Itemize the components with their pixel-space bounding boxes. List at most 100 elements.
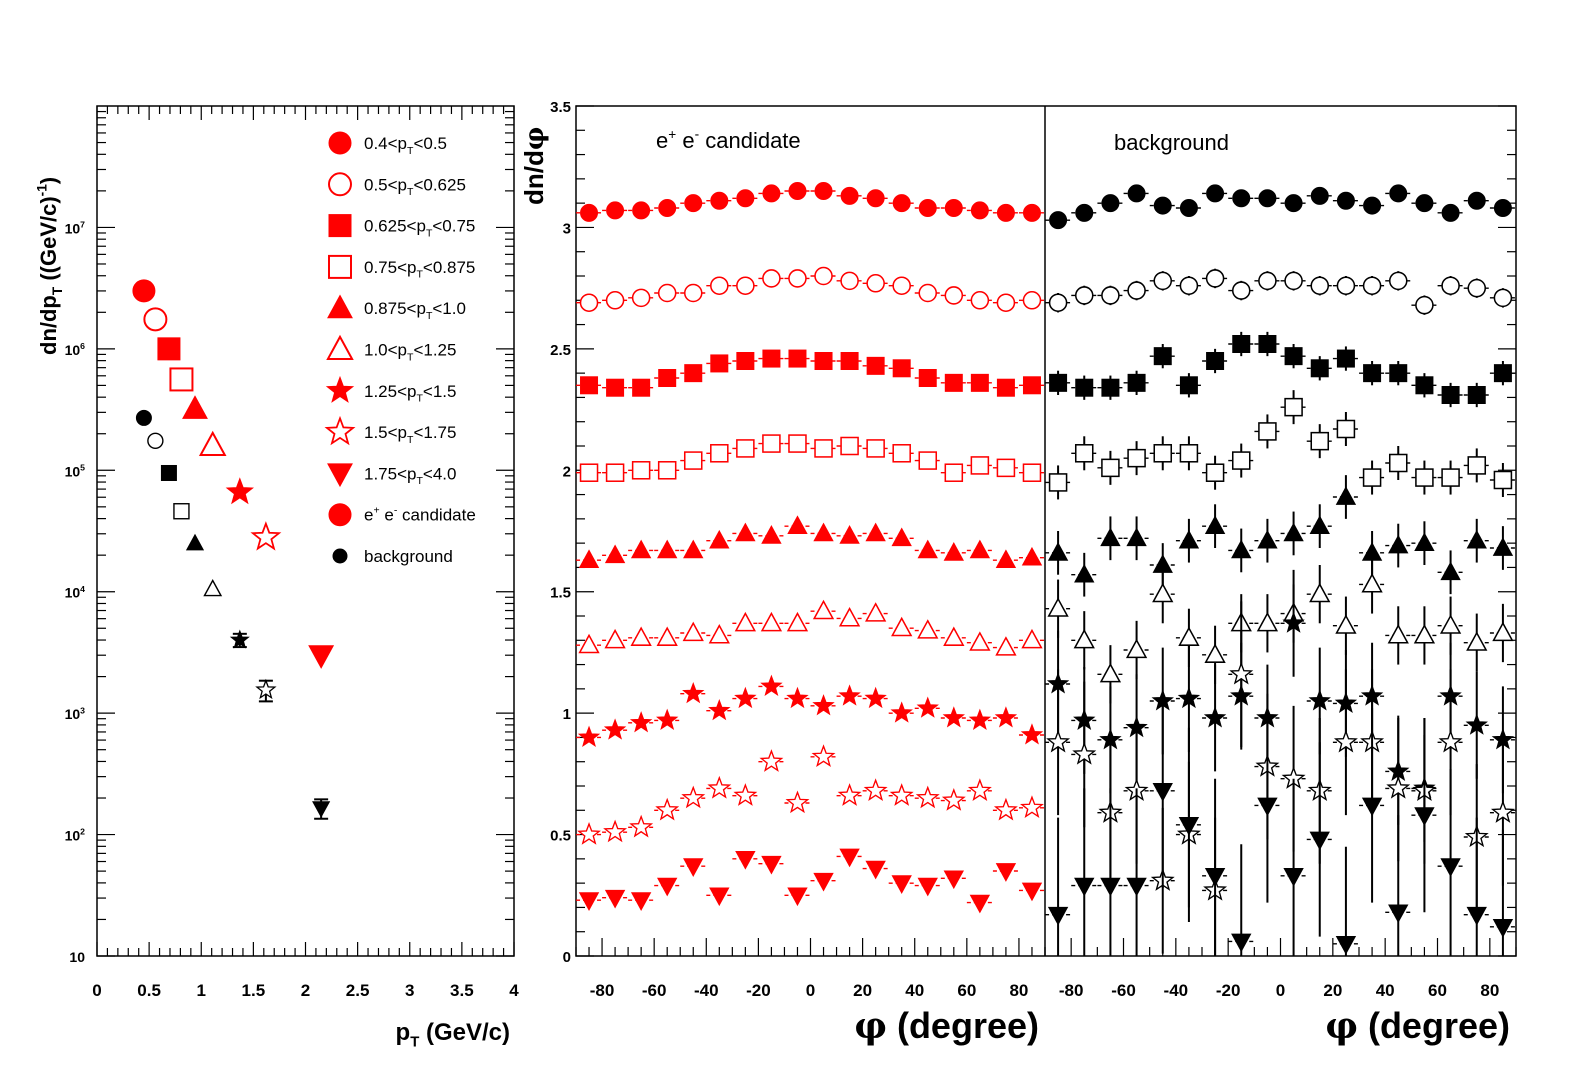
data-point [1308,689,1331,711]
data-point [761,855,782,875]
data-point [683,539,704,559]
data-point [1441,386,1460,404]
data-point [1335,936,1357,955]
data-point [1179,276,1199,295]
panel-label: background [1114,130,1229,155]
legend-label: 1.5<pT<1.75 [364,423,456,446]
data-point [1362,468,1382,487]
data-point [943,542,964,561]
data-point [229,629,250,649]
data-point [866,356,885,375]
x-tick-label: -80 [1059,981,1084,1000]
data-point [1232,335,1251,353]
data-point [1309,515,1330,534]
data-point [1101,458,1120,478]
data-point [1389,184,1408,203]
data-point [580,376,599,395]
data-point [656,626,678,646]
data-point [1283,522,1304,542]
x-tick-label: -60 [1111,981,1136,1000]
data-point [1388,534,1409,554]
data-point [736,352,755,370]
data-point [1047,542,1069,561]
x-tick-label: 0 [806,981,815,1000]
x-tick-label: 80 [1009,981,1028,1000]
data-point [1441,276,1460,295]
data-point [1074,286,1094,305]
data-point [788,182,807,200]
data-point [1153,444,1173,463]
data-point [918,369,937,387]
data-point [995,549,1017,568]
data-point [1258,422,1277,441]
x-tick-label: 3 [405,981,414,1000]
data-point [147,432,164,449]
data-point [917,877,938,897]
data-point [1362,276,1382,295]
data-point [707,775,732,799]
data-point [942,706,965,728]
data-point [1467,456,1487,475]
data-point [1336,419,1356,439]
phi-distribution-chart: 0 0.5 1 1.5 2 2.5 3 3.5dn/dφ -80 -60 -40 -20 0 20 40 60… [519,99,1517,1047]
data-point [683,283,703,303]
data-point [185,533,205,551]
data-point [1257,797,1278,817]
data-point [1310,276,1330,295]
data-point [1022,291,1042,310]
data-point [605,291,625,310]
data-point [891,527,912,547]
legend-marker [326,334,354,360]
data-point [866,274,885,293]
data-point [735,851,756,870]
data-point [1466,631,1488,651]
data-point [1231,451,1251,470]
x-tick-label: 80 [1480,981,1499,1000]
y-axis-title: dn/dφ [519,127,550,205]
data-point [630,626,652,646]
y-tick-label: 3.5 [550,99,571,116]
data-point [918,451,938,470]
data-point [1204,643,1226,663]
data-point [1465,713,1488,735]
data-point [813,872,834,892]
data-point [787,515,808,534]
data-point [1492,919,1514,938]
data-point [710,354,729,373]
data-point [864,686,887,709]
data-point [1127,281,1146,300]
data-point [969,894,991,914]
data-point [1493,364,1512,383]
data-point [840,436,859,456]
data-point [1204,868,1226,887]
data-point [865,522,886,542]
data-point [788,349,807,368]
pt-spectrum-chart: 0 0.5 1 1.5 2 2.5 3 3.5 4 10 102 103 104 105 106 107 pT … [35,105,519,1051]
data-point [915,785,940,809]
data-point [1101,378,1120,397]
data-point [1310,431,1330,451]
data-point [1388,271,1408,291]
data-point [1178,626,1200,646]
data-point [866,189,885,208]
data-point [761,525,782,544]
data-point [970,291,990,310]
data-point [1493,470,1513,490]
data-point [1206,184,1225,203]
data-point [892,359,911,378]
data-point [840,271,859,291]
legend-marker [328,254,352,279]
data-point [1490,800,1515,823]
y-tick-label: 2 [563,463,571,480]
data-point [944,199,963,217]
legend-marker [324,415,356,446]
data-point [967,778,992,802]
data-point [173,503,190,520]
data-point [812,599,835,620]
data-point [708,698,731,721]
data-point [1020,795,1044,819]
data-point [1415,295,1434,315]
data-point [1333,729,1358,753]
legend-marker [327,463,353,488]
data-point [918,199,937,217]
